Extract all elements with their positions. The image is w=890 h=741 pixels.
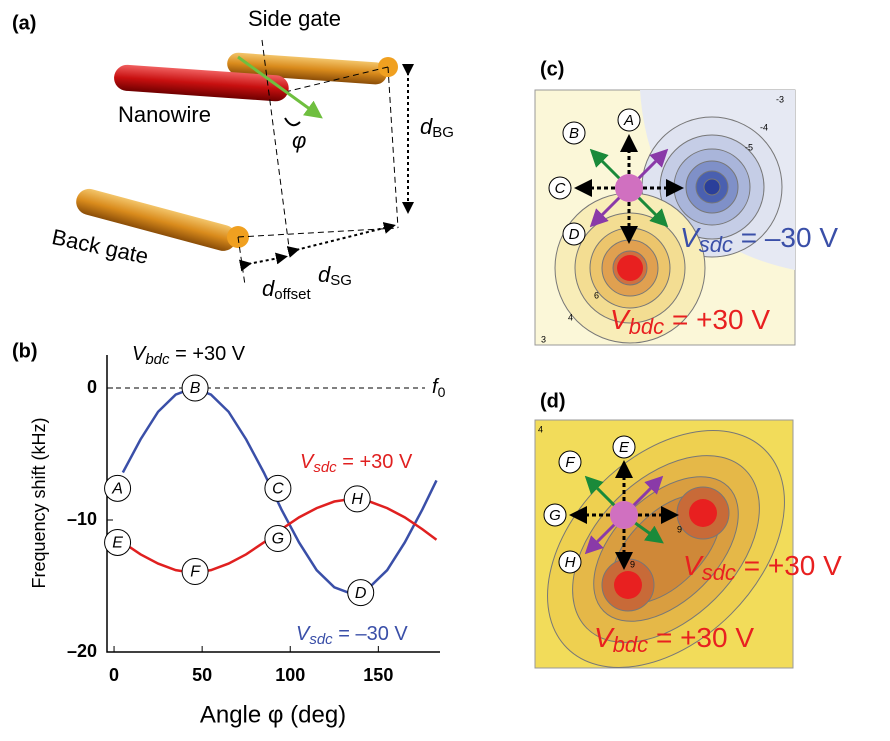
svg-text:E: E — [619, 439, 630, 456]
label: φ — [292, 128, 306, 153]
svg-text:3: 3 — [541, 334, 546, 344]
panel-b: (b) Vbdc = +30 V Frequency shift (kHz) A… — [12, 340, 446, 728]
y-tick-label: –20 — [67, 641, 97, 661]
svg-text:6: 6 — [594, 290, 599, 300]
panel-a: (a) Side gate Nanowire φ Back gate dBG d… — [12, 6, 454, 303]
point-label: G — [272, 531, 284, 548]
y-tick-label: 0 — [87, 377, 97, 397]
label: dBG — [420, 114, 454, 141]
charge — [689, 499, 717, 527]
panel-c: (c) -3-4-5 346 A B C D Vsdc = –30 V Vbdc… — [535, 58, 838, 345]
point-label: E — [112, 535, 123, 552]
x-tick-label: 0 — [109, 665, 119, 685]
svg-text:-3: -3 — [776, 94, 784, 104]
svg-text:B: B — [569, 125, 579, 142]
point-label: B — [190, 380, 201, 397]
svg-text:A: A — [623, 112, 634, 129]
axes — [107, 355, 440, 652]
panel-label: (b) — [12, 340, 38, 362]
x-tick-label: 100 — [275, 665, 305, 685]
svg-text:H: H — [565, 554, 576, 571]
charge — [617, 255, 643, 281]
figure: (a) Side gate Nanowire φ Back gate dBG d… — [0, 0, 890, 736]
svg-text:-5: -5 — [745, 142, 753, 152]
chart-title: Vbdc = +30 V — [132, 343, 246, 368]
nanowire-dot — [610, 501, 638, 529]
panel-label: (a) — [12, 12, 36, 34]
point-label: D — [355, 585, 367, 602]
svg-text:4: 4 — [568, 312, 573, 322]
panel-label: (c) — [540, 58, 564, 80]
reference-label: f0 — [432, 376, 446, 399]
label: dSG — [318, 262, 352, 289]
label: doffset — [262, 276, 311, 303]
x-axis-label: Angle φ (deg) — [200, 701, 346, 728]
y-tick-label: –10 — [67, 509, 97, 529]
point-label: A — [111, 481, 123, 498]
svg-text:G: G — [549, 507, 561, 524]
label: Back gate — [50, 224, 151, 269]
svg-text:F: F — [565, 454, 575, 471]
point-label: C — [272, 481, 284, 498]
label: Side gate — [248, 6, 341, 31]
point-label: H — [351, 491, 363, 508]
svg-text:9: 9 — [630, 559, 635, 569]
x-tick-label: 50 — [192, 665, 212, 685]
nanowire-dot — [615, 174, 643, 202]
svg-text:9: 9 — [677, 524, 682, 534]
svg-text:D: D — [569, 226, 580, 243]
point-label: F — [190, 564, 201, 581]
label: Nanowire — [118, 102, 211, 127]
legend-entry: Vsdc = +30 V — [300, 451, 413, 476]
svg-text:4: 4 — [538, 424, 543, 434]
x-tick-label: 150 — [363, 665, 393, 685]
y-axis-label: Frequency shift (kHz) — [29, 417, 49, 588]
panel-d: (d) 499 E F G H Vsdc = +30 V Vbdc = +30 … — [502, 385, 842, 713]
angle-arc — [285, 118, 300, 125]
legend-entry: Vsdc = –30 V — [296, 623, 408, 648]
svg-text:-4: -4 — [760, 122, 768, 132]
charge — [614, 571, 642, 599]
svg-text:C: C — [555, 180, 566, 197]
panel-label: (d) — [540, 390, 566, 412]
